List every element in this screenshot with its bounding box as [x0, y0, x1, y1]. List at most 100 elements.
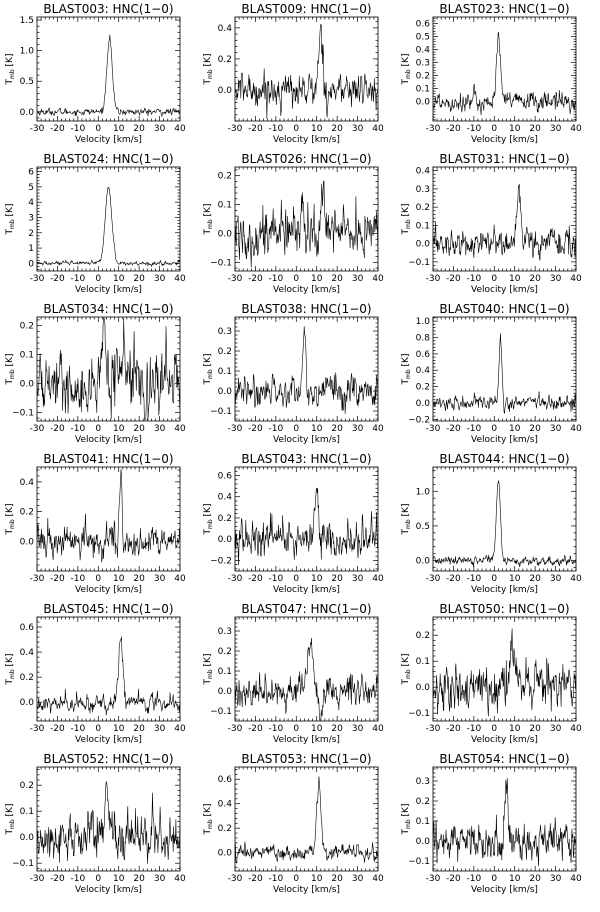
y-label-unit: [K]	[401, 504, 411, 520]
y-axis-label: Tmb [K]	[203, 54, 214, 86]
x-tick-label: 40	[372, 424, 384, 434]
svg-text:Tmb [K]: Tmb [K]	[203, 54, 214, 86]
svg-text:Tmb [K]: Tmb [K]	[203, 504, 214, 536]
panel-title: BLAST045: HNC(1−0)	[43, 602, 173, 616]
y-label-subscript: mb	[405, 69, 412, 79]
spectrum-panel: BLAST034: HNC(1−0) -30 -20 -10 0 10 20 30 40 −0.1…	[5, 302, 186, 445]
y-tick-label: −0.2	[408, 415, 430, 425]
spectrum-panel: BLAST026: HNC(1−0) -30 -20 -10 0 10 20 30 40 −0.1…	[203, 152, 384, 295]
y-tick-label: 0.6	[218, 471, 233, 481]
spectrum-line	[432, 777, 577, 867]
y-label-unit: [K]	[203, 54, 213, 70]
x-axis-label: Velocity [km/s]	[75, 735, 142, 745]
x-tick-label: 40	[174, 274, 186, 284]
y-tick-label: 0.2	[218, 172, 232, 182]
x-tick-label: 10	[311, 724, 323, 734]
plot-frame	[432, 166, 577, 272]
y-tick-label: 0.2	[416, 631, 430, 641]
x-tick-label: -20	[50, 874, 65, 884]
y-tick-label: 0.0	[416, 240, 431, 250]
y-tick-label: 0.4	[416, 46, 431, 56]
x-tick-label: 10	[509, 724, 521, 734]
x-tick-label: 20	[529, 424, 541, 434]
svg-text:Tmb [K]: Tmb [K]	[203, 354, 214, 386]
y-tick-label: 0.2	[218, 647, 232, 657]
y-tick-label: 0.6	[416, 20, 431, 30]
y-label-unit: [K]	[401, 654, 411, 670]
plot-frame	[36, 766, 181, 872]
x-tick-label: 40	[570, 874, 582, 884]
y-label-unit: [K]	[5, 504, 15, 520]
x-tick-label: -10	[269, 274, 284, 284]
plot-frame	[432, 466, 577, 572]
spectrum-panel: BLAST054: HNC(1−0) -30 -20 -10 0 10 20 30 40 −0.1…	[401, 752, 582, 895]
y-label-unit: [K]	[203, 804, 213, 820]
y-label-subscript: mb	[405, 669, 412, 679]
x-tick-label: -30	[30, 574, 45, 584]
y-label-unit: [K]	[203, 654, 213, 670]
x-tick-label: -10	[269, 574, 284, 584]
x-tick-label: 0	[293, 124, 299, 134]
y-label-subscript: mb	[405, 519, 412, 529]
panel-title: BLAST054: HNC(1−0)	[439, 752, 569, 766]
x-tick-label: 0	[293, 724, 299, 734]
spectrum-line	[36, 317, 181, 421]
y-tick-label: 0.2	[218, 55, 232, 65]
y-tick-label: 0.0	[20, 833, 35, 843]
x-tick-label: -10	[71, 424, 86, 434]
y-tick-label: −0.1	[408, 258, 430, 268]
y-tick-label: 0	[28, 259, 34, 269]
svg-text:Tmb [K]: Tmb [K]	[5, 54, 16, 86]
plot-frame	[36, 316, 181, 422]
y-label-subscript: mb	[207, 669, 214, 679]
x-tick-label: 10	[113, 874, 125, 884]
y-label-unit: [K]	[5, 654, 15, 670]
spectrum-line	[234, 637, 379, 721]
spectrum-panel: BLAST009: HNC(1−0) -30 -20 -10 0 10 20 30 40 0.0 0…	[203, 2, 384, 145]
x-tick-label: 10	[509, 574, 521, 584]
y-label-subscript: mb	[9, 219, 16, 229]
x-tick-label: -10	[269, 724, 284, 734]
svg-text:Tmb [K]: Tmb [K]	[401, 54, 412, 86]
x-tick-label: 20	[133, 124, 145, 134]
y-tick-label: 0.4	[218, 800, 233, 810]
y-label-unit: [K]	[5, 204, 15, 220]
x-tick-label: 10	[113, 424, 125, 434]
x-tick-label: 30	[550, 124, 562, 134]
y-axis-label: Tmb [K]	[5, 54, 16, 86]
y-tick-label: 0.4	[218, 493, 233, 503]
svg-text:Tmb [K]: Tmb [K]	[5, 354, 16, 386]
y-label-unit: [K]	[203, 504, 213, 520]
plot-frame	[234, 316, 379, 422]
x-tick-label: 40	[570, 574, 582, 584]
svg-text:Tmb [K]: Tmb [K]	[401, 654, 412, 686]
y-label-subscript: mb	[9, 819, 16, 829]
y-tick-label: 0.3	[416, 59, 430, 69]
y-axis-label: Tmb [K]	[401, 654, 412, 686]
spectrum-panel: BLAST024: HNC(1−0) -30 -20 -10 0 10 20 30 40 0 1 2 3…	[5, 152, 186, 295]
spectrum-panel: BLAST053: HNC(1−0) -30 -20 -10 0 10 20 30 40 0.0 0…	[203, 752, 384, 895]
y-tick-label: 0.5	[20, 77, 34, 87]
y-tick-label: 0.2	[416, 72, 430, 82]
spectrum-line	[234, 487, 379, 566]
x-axis-label: Velocity [km/s]	[471, 435, 538, 445]
x-tick-label: 20	[331, 424, 343, 434]
y-axis-label: Tmb [K]	[5, 354, 16, 386]
x-axis-label: Velocity [km/s]	[273, 435, 340, 445]
y-tick-label: −0.2	[210, 556, 232, 566]
panel-title: BLAST031: HNC(1−0)	[439, 152, 569, 166]
panel-title: BLAST040: HNC(1−0)	[439, 302, 569, 316]
x-tick-label: -20	[446, 724, 461, 734]
y-tick-label: 3	[28, 213, 34, 223]
x-axis-label: Velocity [km/s]	[471, 735, 538, 745]
plot-frame	[234, 766, 379, 872]
y-axis-label: Tmb [K]	[203, 354, 214, 386]
x-tick-label: 30	[550, 574, 562, 584]
x-tick-label: 30	[352, 574, 364, 584]
panel-title: BLAST003: HNC(1−0)	[43, 2, 173, 16]
x-tick-label: 10	[113, 124, 125, 134]
y-tick-label: 0.0	[20, 698, 35, 708]
y-tick-label: 0.2	[416, 203, 430, 213]
spectrum-line	[432, 480, 576, 568]
